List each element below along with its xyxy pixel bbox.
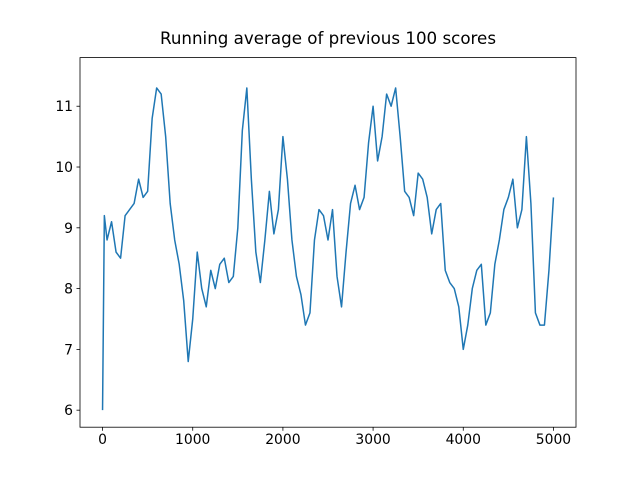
y-tick-label: 10: [55, 160, 73, 176]
chart-title: Running average of previous 100 scores: [160, 28, 496, 48]
axes-frame: [79, 57, 577, 428]
data-line: [101, 87, 555, 411]
plot-area: [101, 87, 555, 411]
x-tick-label: 3000: [355, 432, 390, 448]
y-tick-label: 9: [64, 221, 73, 237]
y-tick-label: 6: [64, 403, 73, 419]
x-tick-label: 5000: [536, 432, 571, 448]
x-tick-label: 2000: [265, 432, 300, 448]
y-tick-label: 11: [55, 99, 73, 115]
x-tick-label: 1000: [175, 432, 210, 448]
y-tick-label: 8: [64, 282, 73, 298]
x-tick-label: 0: [98, 432, 107, 448]
x-tick-label: 4000: [446, 432, 481, 448]
y-tick-label: 7: [64, 342, 73, 358]
